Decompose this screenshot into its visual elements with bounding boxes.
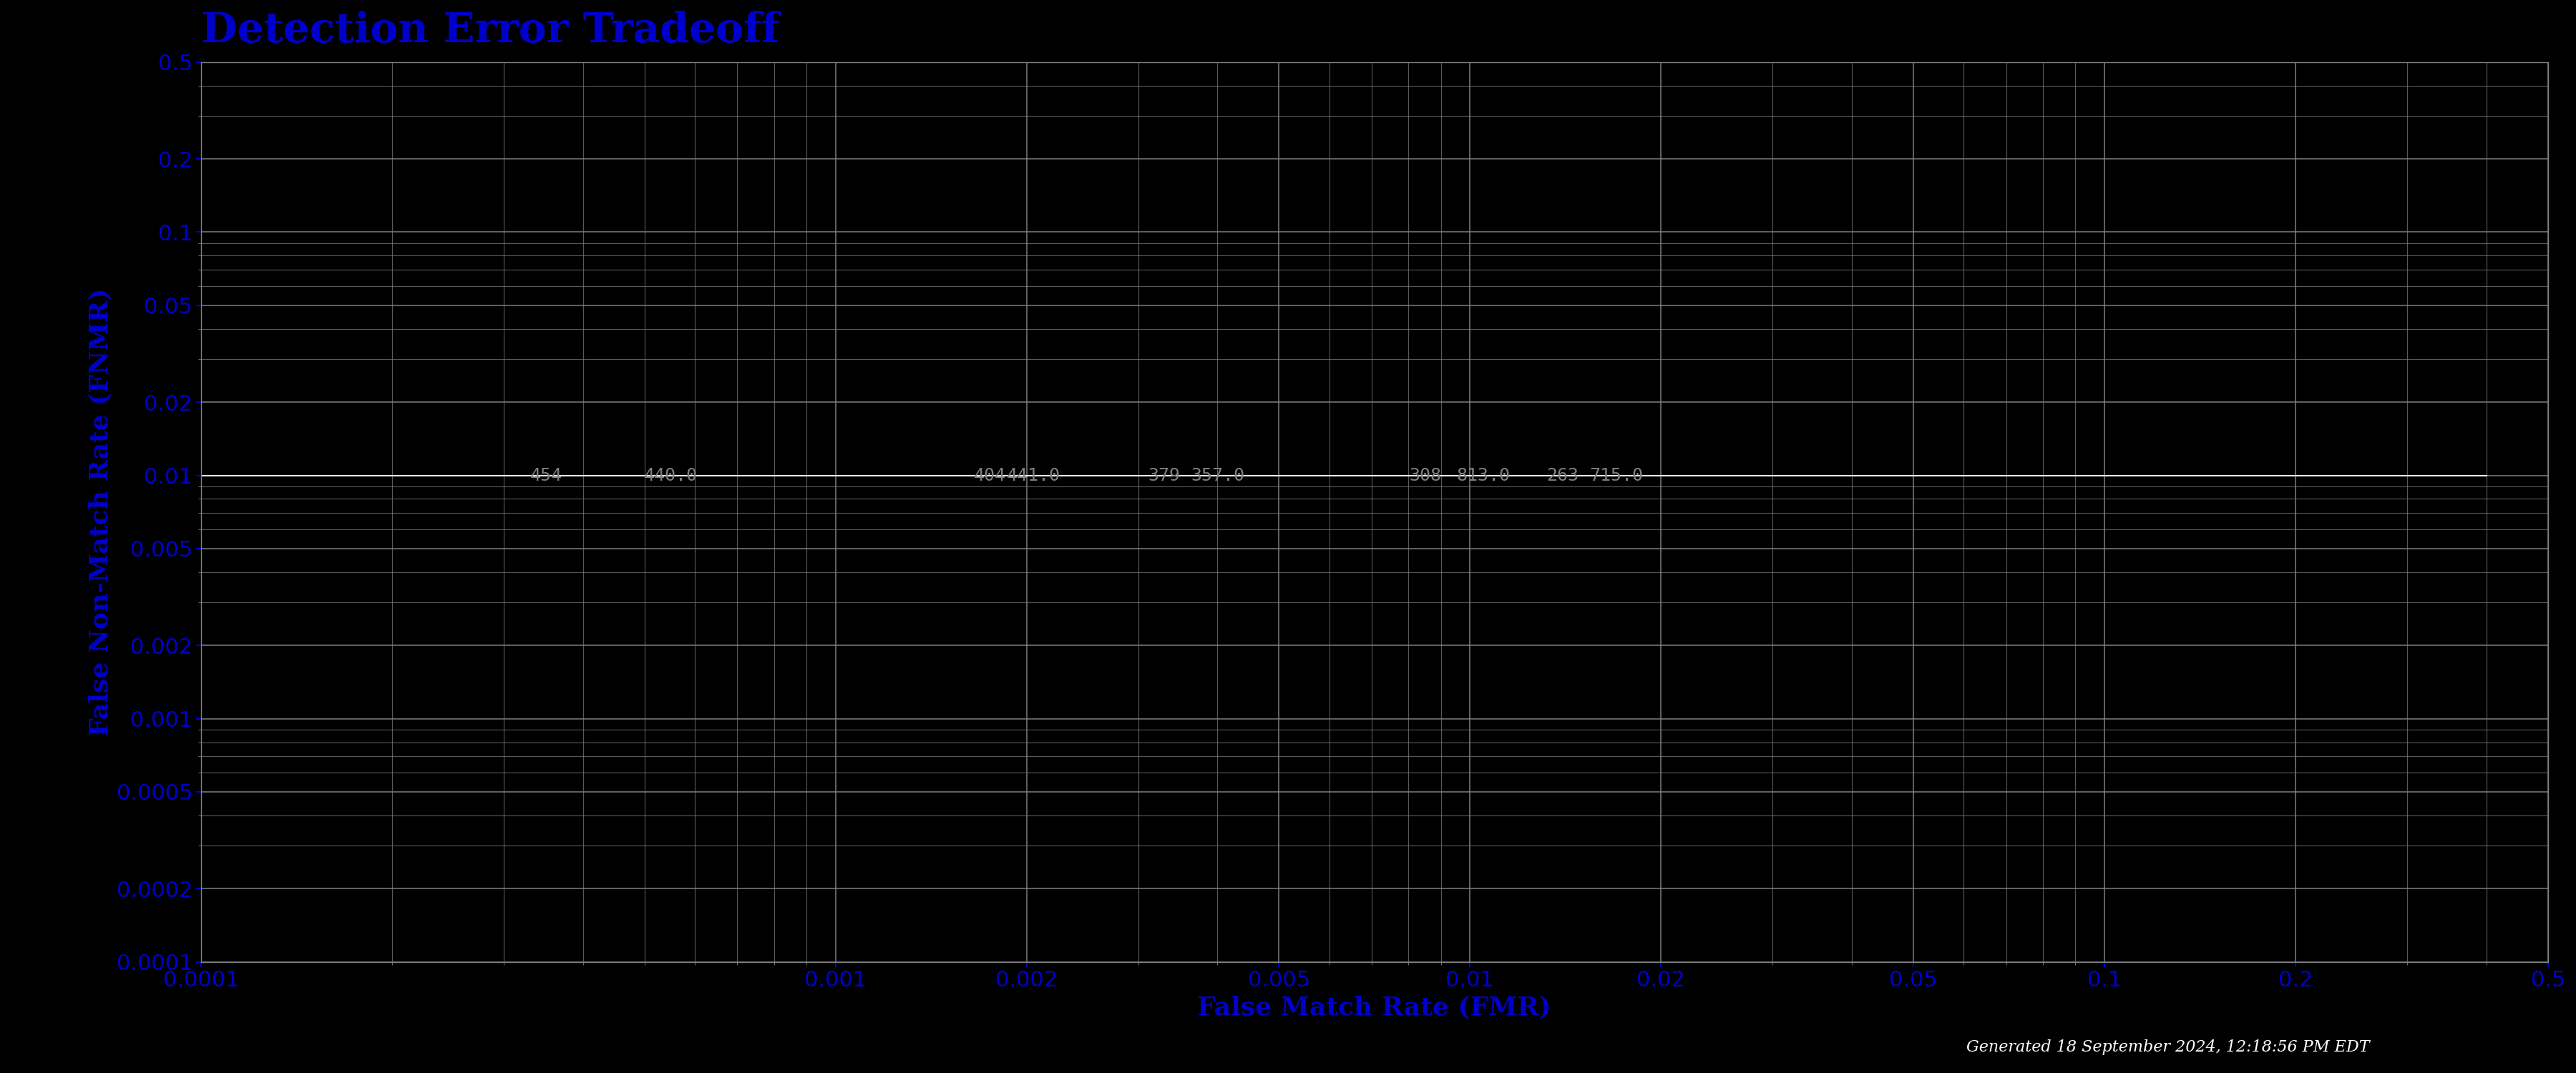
Text: Generated 18 September 2024, 12:18:56 PM EDT: Generated 18 September 2024, 12:18:56 PM… (1965, 1040, 2370, 1055)
Text: 379: 379 (1149, 467, 1180, 484)
X-axis label: False Match Rate (FMR): False Match Rate (FMR) (1198, 995, 1551, 1019)
Y-axis label: False Non-Match Rate (FNMR): False Non-Match Rate (FNMR) (88, 288, 113, 736)
Text: 357.0: 357.0 (1190, 467, 1244, 484)
Text: 263: 263 (1546, 467, 1579, 484)
Text: 715.0: 715.0 (1589, 467, 1643, 484)
Text: Detection Error Tradeoff: Detection Error Tradeoff (201, 11, 781, 50)
Text: 454: 454 (531, 467, 562, 484)
Text: 404: 404 (974, 467, 1005, 484)
Text: 441.0: 441.0 (1007, 467, 1061, 484)
Text: 813.0: 813.0 (1455, 467, 1510, 484)
Text: 440.0: 440.0 (644, 467, 698, 484)
Text: 308: 308 (1409, 467, 1443, 484)
